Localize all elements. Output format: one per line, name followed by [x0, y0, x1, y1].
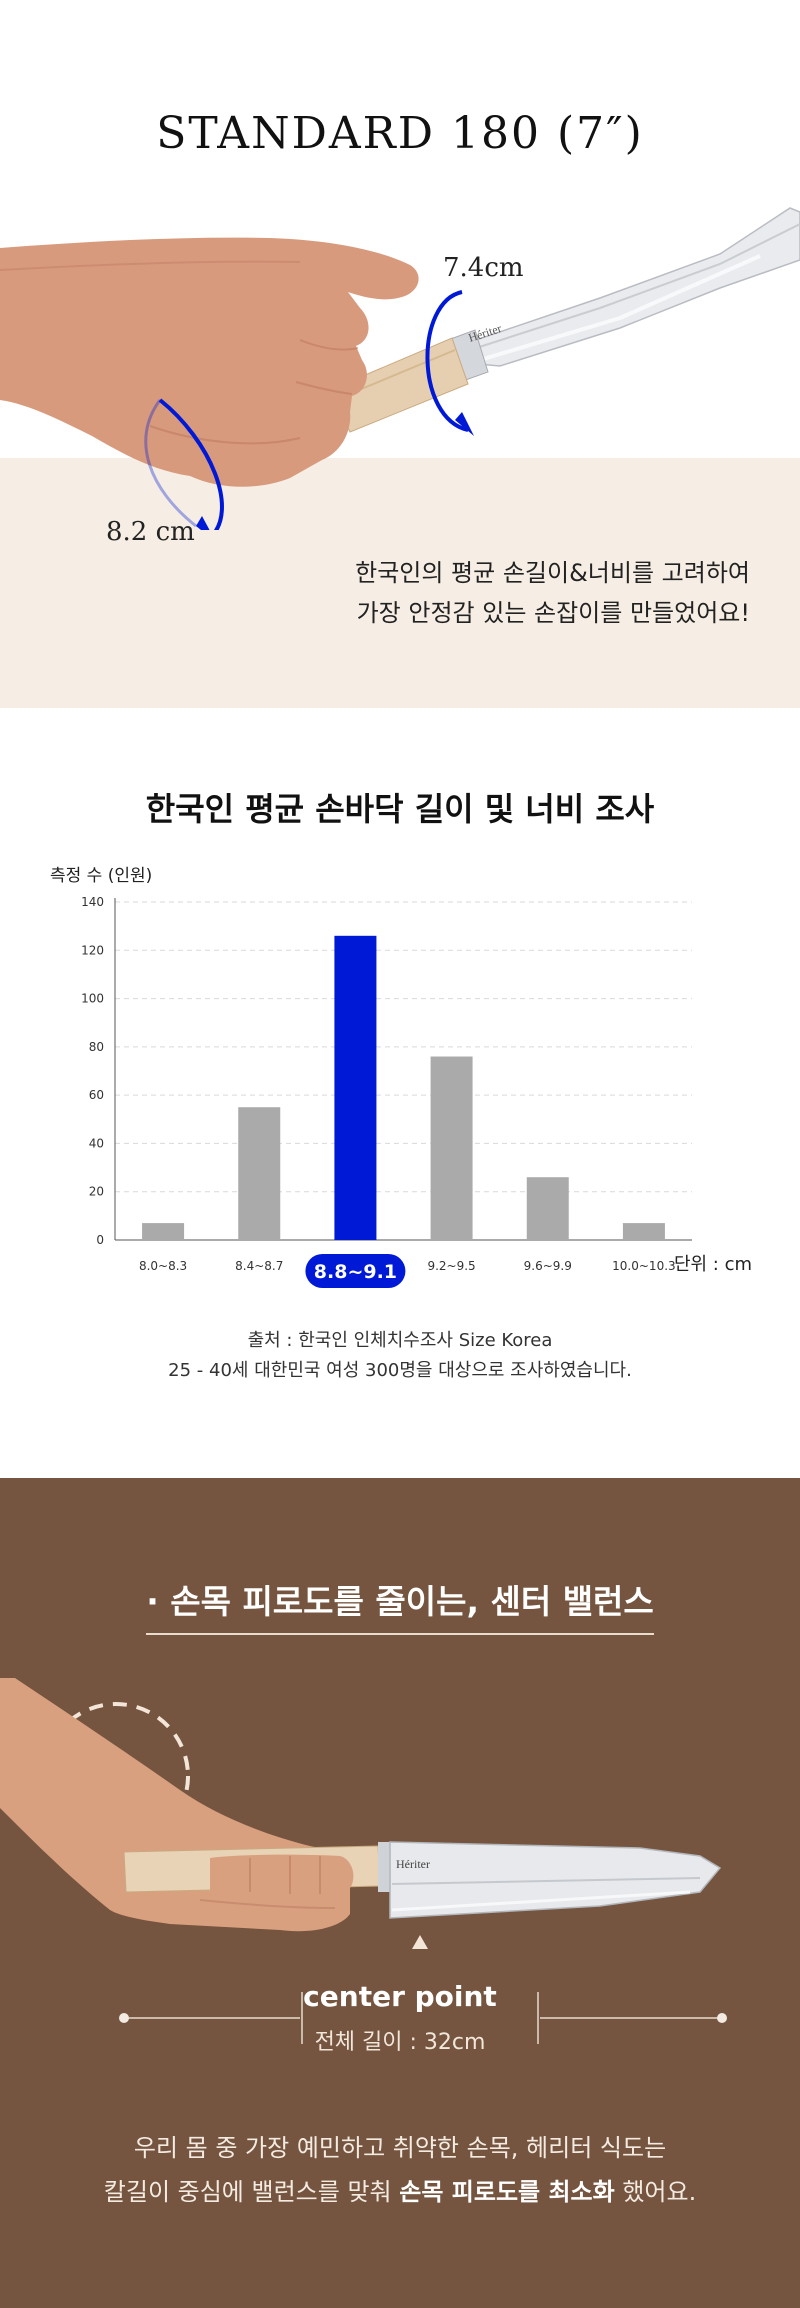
- product-title: STANDARD 180 (7″): [156, 108, 644, 159]
- source-line: 25 - 40세 대한민국 여성 300명을 대상으로 조사하였습니다.: [168, 1360, 632, 1381]
- knife-balance-illustration: Hériter: [0, 1678, 727, 2044]
- blade-measure-arc: [425, 290, 469, 432]
- total-length-label: 전체 길이 : 32cm: [314, 2030, 486, 2055]
- hand-shape: [0, 237, 419, 487]
- balance-description-line: 칼길이 중심에 밸런스를 맞춰 손목 피로도를 최소화 했어요.: [0, 2170, 800, 2214]
- y-tick-label: 0: [96, 1233, 104, 1247]
- bar: [142, 1223, 185, 1240]
- bar: [238, 1107, 281, 1240]
- x-tick-label: 10.0~10.3: [612, 1259, 676, 1273]
- y-tick-label: 120: [81, 943, 104, 957]
- y-tick-label: 100: [81, 992, 104, 1006]
- y-axis-label: 측정 수 (인원): [50, 866, 152, 886]
- hand-size-survey-section: 한국인 평균 손바닥 길이 및 너비 조사 측정 수 (인원) 0 20 40 60 80…: [0, 708, 800, 1478]
- desc-suffix: 했어요.: [614, 2178, 697, 2206]
- y-tick-label: 60: [89, 1088, 104, 1102]
- x-axis-unit-label: 단위 : cm: [674, 1254, 752, 1275]
- highlight-category-pill: [305, 1254, 406, 1288]
- desc-emphasis: 손목 피로도를 최소화: [399, 2178, 615, 2206]
- total-length-line: [119, 1992, 727, 2044]
- x-tick-label-highlighted: 8.8~9.1: [314, 1261, 397, 1283]
- blade-measurement: 7.4cm: [443, 253, 524, 283]
- balance-description: 우리 몸 중 가장 예민하고 취약한 손목, 헤리터 식도는 칼길이 중심에 밸…: [0, 2126, 800, 2214]
- knife-brand-label: Hériter: [396, 1857, 430, 1871]
- bar-highlighted: [334, 935, 377, 1240]
- source-line: 출처 : 한국인 인체치수조사 Size Korea: [247, 1330, 553, 1351]
- wrist-measurement: 8.2 cm: [106, 517, 195, 547]
- desc-prefix: 칼길이 중심에 밸런스를 맞춰: [103, 2178, 400, 2206]
- x-tick-label: 8.0~8.3: [139, 1259, 187, 1273]
- balance-heading-text: · 손목 피로도를 줄이는, 센터 밸런스: [146, 1575, 654, 1635]
- y-tick-label: 80: [89, 1040, 104, 1054]
- hero-description-line: 한국인의 평균 손길이&너비를 고려하여: [355, 559, 750, 587]
- center-balance-section: · 손목 피로도를 줄이는, 센터 밸런스 Hériter: [0, 1478, 800, 2308]
- balance-heading: · 손목 피로도를 줄이는, 센터 밸런스: [0, 1575, 800, 1635]
- center-point-marker: [412, 1935, 428, 1949]
- wrist-measure-arc: [158, 398, 224, 530]
- y-tick-label: 20: [89, 1185, 104, 1199]
- center-point-label: center point: [303, 1980, 497, 2013]
- chart-source: 출처 : 한국인 인체치수조사 Size Korea 25 - 40세 대한민국…: [0, 1326, 800, 1386]
- x-tick-label: 9.2~9.5: [427, 1259, 475, 1273]
- hand-holding-knife-illustration: Hériter: [0, 207, 800, 530]
- hero-description: 한국인의 평균 손길이&너비를 고려하여 가장 안정감 있는 손잡이를 만들었어…: [355, 553, 750, 633]
- chart-section-title: 한국인 평균 손바닥 길이 및 너비 조사: [145, 790, 655, 828]
- bar: [622, 1223, 665, 1240]
- knife-blade: [453, 207, 800, 367]
- hand-size-bar-chart: 측정 수 (인원) 0 20 40 60 80 100 120 140 8.0~8.3 8.4~8.…: [50, 866, 752, 1288]
- balance-description-line: 우리 몸 중 가장 예민하고 취약한 손목, 헤리터 식도는: [133, 2134, 667, 2162]
- x-tick-label: 9.6~9.9: [524, 1259, 572, 1273]
- hero-description-line: 가장 안정감 있는 손잡이를 만들었어요!: [356, 599, 750, 627]
- x-tick-label: 8.4~8.7: [235, 1259, 283, 1273]
- y-tick-label: 140: [81, 895, 104, 909]
- bar: [526, 1177, 569, 1240]
- hero-section: STANDARD 180 (7″) Hériter 7.4cm 8: [0, 0, 800, 708]
- y-tick-label: 40: [89, 1136, 104, 1150]
- bar: [430, 1056, 473, 1240]
- hero-background-band: [0, 458, 800, 708]
